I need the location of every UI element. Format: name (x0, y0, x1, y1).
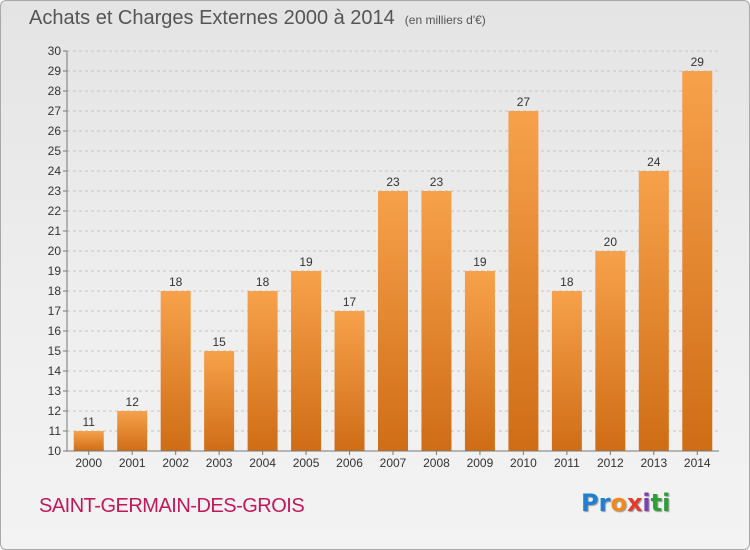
x-tick-label: 2007 (380, 456, 407, 470)
bar (421, 191, 452, 451)
data-label: 24 (647, 155, 661, 169)
y-tick-label: 28 (48, 84, 62, 98)
bars (73, 71, 713, 451)
y-tick-label: 30 (48, 44, 62, 58)
logo-part: ti (650, 489, 671, 517)
data-label: 27 (517, 95, 531, 109)
y-tick-label: 22 (48, 204, 62, 218)
bar (551, 291, 582, 451)
y-tick-label: 18 (48, 284, 62, 298)
y-tick-label: 27 (48, 104, 62, 118)
bar (595, 251, 626, 451)
data-label: 20 (604, 235, 618, 249)
y-tick-label: 25 (48, 144, 62, 158)
x-tick-label: 2012 (597, 456, 624, 470)
x-tick-label: 2001 (119, 456, 146, 470)
chart-title: Achats et Charges Externes 2000 à 2014 (e… (29, 7, 486, 30)
y-tick-label: 24 (48, 164, 62, 178)
y-tick-label: 23 (48, 184, 62, 198)
data-label: 15 (212, 335, 226, 349)
bar (508, 111, 539, 451)
logo-part: i (642, 489, 651, 517)
bar (204, 351, 235, 451)
y-tick-label: 12 (48, 404, 62, 418)
commune-name: SAINT-GERMAIN-DES-GROIS (39, 495, 305, 517)
y-tick-label: 21 (48, 224, 62, 238)
bar (247, 291, 278, 451)
x-tick-label: 2003 (206, 456, 233, 470)
y-tick-label: 13 (48, 384, 62, 398)
data-label: 12 (126, 395, 140, 409)
data-label: 11 (82, 415, 95, 429)
bar (73, 431, 104, 451)
y-tick-label: 20 (48, 244, 62, 258)
x-tick-label: 2002 (162, 456, 189, 470)
x-tick-label: 2000 (75, 456, 102, 470)
proxiti-logo: Proxiti (581, 489, 670, 517)
data-label: 23 (386, 175, 400, 189)
data-label: 19 (473, 255, 487, 269)
y-tick-label: 29 (48, 64, 62, 78)
x-tick-label: 2005 (293, 456, 320, 470)
bar (160, 291, 191, 451)
y-tick-label: 14 (48, 364, 62, 378)
data-label: 17 (343, 295, 357, 309)
bar (378, 191, 408, 451)
y-tick-label: 26 (48, 124, 62, 138)
chart-subtitle: (en milliers d'€) (404, 13, 486, 27)
bar (117, 411, 148, 451)
x-tick-label: 2006 (336, 456, 363, 470)
x-tick-label: 2009 (467, 456, 494, 470)
data-label: 19 (299, 255, 313, 269)
bar (638, 171, 669, 451)
x-tick-label: 2014 (684, 456, 711, 470)
x-tick-label: 2011 (554, 456, 580, 470)
y-tick-label: 19 (48, 264, 62, 278)
y-tick-label: 17 (48, 304, 62, 318)
data-label: 18 (256, 275, 270, 289)
x-tick-label: 2013 (640, 456, 667, 470)
data-label: 18 (169, 275, 183, 289)
x-tick-label: 2004 (249, 456, 276, 470)
y-tick-label: 10 (48, 444, 62, 458)
logo-part: o (610, 489, 627, 517)
y-tick-label: 16 (48, 324, 62, 338)
data-label: 18 (560, 275, 574, 289)
axes (63, 50, 719, 455)
bar (464, 271, 495, 451)
bar (334, 311, 365, 451)
data-label: 29 (691, 55, 705, 69)
y-tick-label: 11 (49, 424, 62, 438)
logo-part: Pr (581, 489, 611, 517)
logo-part: x (626, 489, 643, 517)
data-label: 23 (430, 175, 444, 189)
x-tick-label: 2010 (510, 456, 537, 470)
x-tick-label: 2008 (423, 456, 450, 470)
bar (291, 271, 322, 451)
bar (682, 71, 713, 451)
title-text: Achats et Charges Externes 2000 à 2014 (29, 7, 395, 29)
y-tick-label: 15 (48, 344, 62, 358)
labels: 10 11 12 13 14 15 16 17 18 19 20 21 22 23 24 25 26 27 28 29… (48, 44, 711, 470)
